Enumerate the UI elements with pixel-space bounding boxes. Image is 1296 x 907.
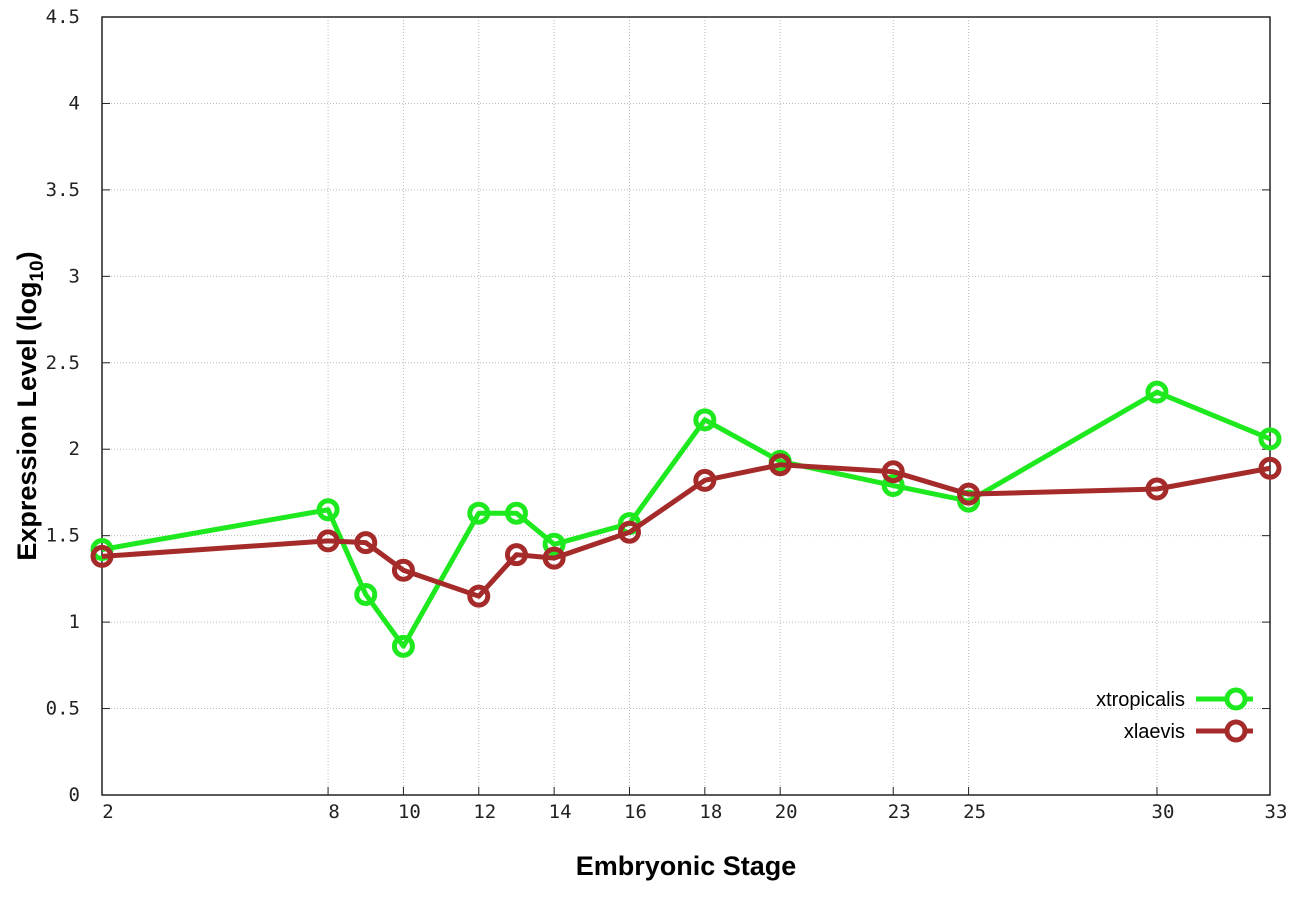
data-point-xtropicalis <box>391 634 415 658</box>
data-point-xlaevis <box>693 468 717 492</box>
data-point-xtropicalis <box>693 408 717 432</box>
legend-marker-xtropicalis <box>1224 687 1248 711</box>
data-point-xlaevis <box>316 529 340 553</box>
y-tick-label: 2.5 <box>46 352 80 374</box>
series-xtropicalis <box>90 380 1282 658</box>
data-point-xtropicalis <box>1258 427 1282 451</box>
y-tick-label: 4 <box>69 92 80 114</box>
x-tick-label: 23 <box>888 801 911 823</box>
x-axis-label: Embryonic Stage <box>576 851 797 881</box>
x-tick-label: 12 <box>473 801 496 823</box>
y-tick-label: 3.5 <box>46 179 80 201</box>
data-point-xtropicalis <box>467 501 491 525</box>
x-tick-label: 2 <box>102 801 113 823</box>
data-point-xlaevis <box>881 460 905 484</box>
x-tick-label: 14 <box>549 801 572 823</box>
series-line-xlaevis <box>101 462 1271 599</box>
y-tick-label: 0.5 <box>46 698 80 720</box>
data-point-xlaevis <box>467 584 491 608</box>
x-tick-label: 18 <box>699 801 722 823</box>
data-point-xlaevis <box>768 453 792 477</box>
y-tick-label: 0 <box>69 784 80 806</box>
y-tick-label: 4.5 <box>46 6 80 28</box>
x-tick-label: 20 <box>775 801 798 823</box>
legend: xtropicalis xlaevis <box>1096 687 1253 743</box>
grid <box>102 17 1270 795</box>
x-tick-label: 8 <box>328 801 339 823</box>
data-point-xtropicalis <box>504 501 528 525</box>
legend-label-xlaevis: xlaevis <box>1124 721 1185 743</box>
series-line-xtropicalis <box>101 389 1271 649</box>
data-point-xlaevis <box>617 520 641 544</box>
data-point-xlaevis <box>90 544 114 568</box>
data-point-xtropicalis <box>881 474 905 498</box>
data-point-xlaevis <box>1258 456 1282 480</box>
data-point-xlaevis <box>542 546 566 570</box>
legend-marker-xlaevis <box>1224 719 1248 743</box>
plot-frame <box>101 16 1271 796</box>
y-axis-label-suffix: ) <box>12 251 42 260</box>
y-tick-label: 3 <box>69 265 80 287</box>
data-point-xtropicalis <box>354 582 378 606</box>
x-tick-label: 10 <box>398 801 421 823</box>
x-tick-label: 25 <box>963 801 986 823</box>
data-point-xlaevis <box>957 482 981 506</box>
x-tick-label: 16 <box>624 801 647 823</box>
y-tick-label: 1.5 <box>46 525 80 547</box>
data-point-xtropicalis <box>1145 380 1169 404</box>
x-tick-label: 33 <box>1265 801 1288 823</box>
data-point-xlaevis <box>391 558 415 582</box>
y-axis-label: Expression Level (log10) <box>12 251 48 560</box>
x-tick-label: 30 <box>1152 801 1175 823</box>
data-point-xlaevis <box>354 531 378 555</box>
data-point-xlaevis <box>1145 477 1169 501</box>
data-point-xtropicalis <box>316 498 340 522</box>
y-axis-label-main: Expression Level (log <box>12 282 42 561</box>
legend-label-xtropicalis: xtropicalis <box>1096 689 1185 711</box>
series-layer <box>90 380 1282 658</box>
data-point-xtropicalis <box>542 532 566 556</box>
ticks: 0 0.5 1 1.5 2 2.5 3 3.5 4 4.5 2 8 10 12 14 16 18 20 23 25 30… <box>46 6 1288 823</box>
data-point-xlaevis <box>504 543 528 567</box>
y-tick-label: 1 <box>69 611 80 633</box>
y-axis-label-subscript: 10 <box>27 260 48 281</box>
y-tick-label: 2 <box>69 438 80 460</box>
series-xlaevis <box>90 453 1282 608</box>
